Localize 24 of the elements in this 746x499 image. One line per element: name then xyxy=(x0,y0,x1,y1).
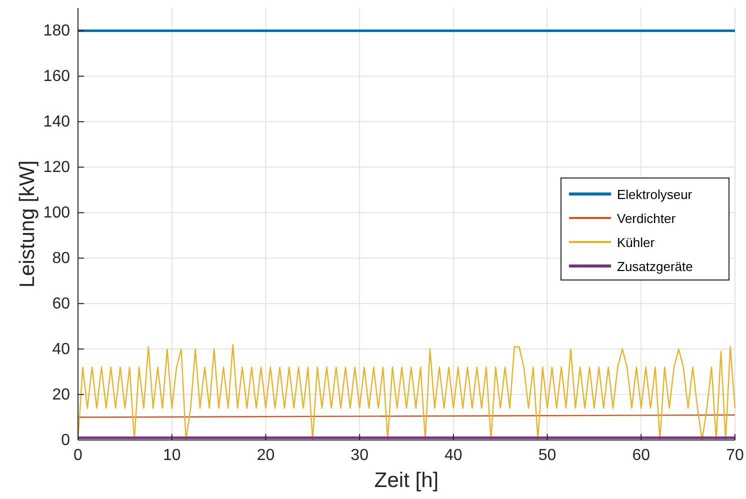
y-tick-label: 0 xyxy=(61,432,70,449)
x-tick-label: 40 xyxy=(444,447,462,464)
y-tick-label: 120 xyxy=(43,159,70,176)
y-tick-label: 40 xyxy=(52,341,70,358)
y-tick-label: 160 xyxy=(43,68,70,86)
x-tick-label: 60 xyxy=(632,447,650,464)
legend-label: Verdichter xyxy=(617,211,676,226)
x-tick-label: 0 xyxy=(74,447,83,464)
x-tick-label: 70 xyxy=(726,447,744,464)
y-tick-label: 140 xyxy=(43,114,70,131)
y-tick-label: 100 xyxy=(43,204,70,222)
legend-label: Elektrolyseur xyxy=(617,187,693,202)
x-tick-label: 10 xyxy=(162,447,181,464)
x-tick-label: 50 xyxy=(538,447,556,464)
y-tick-label: 20 xyxy=(52,386,70,404)
y-tick-label: 180 xyxy=(43,22,70,40)
y-axis-title: Leistung [kW] xyxy=(16,160,39,288)
y-tick-label: 80 xyxy=(52,250,70,268)
x-tick-label: 30 xyxy=(350,447,369,464)
x-axis-title: Zeit [h] xyxy=(374,469,439,492)
legend-label: Zusatzgeräte xyxy=(617,259,693,274)
legend-label: Kühler xyxy=(617,235,656,250)
x-tick-label: 20 xyxy=(256,447,275,464)
y-tick-label: 60 xyxy=(52,296,70,313)
